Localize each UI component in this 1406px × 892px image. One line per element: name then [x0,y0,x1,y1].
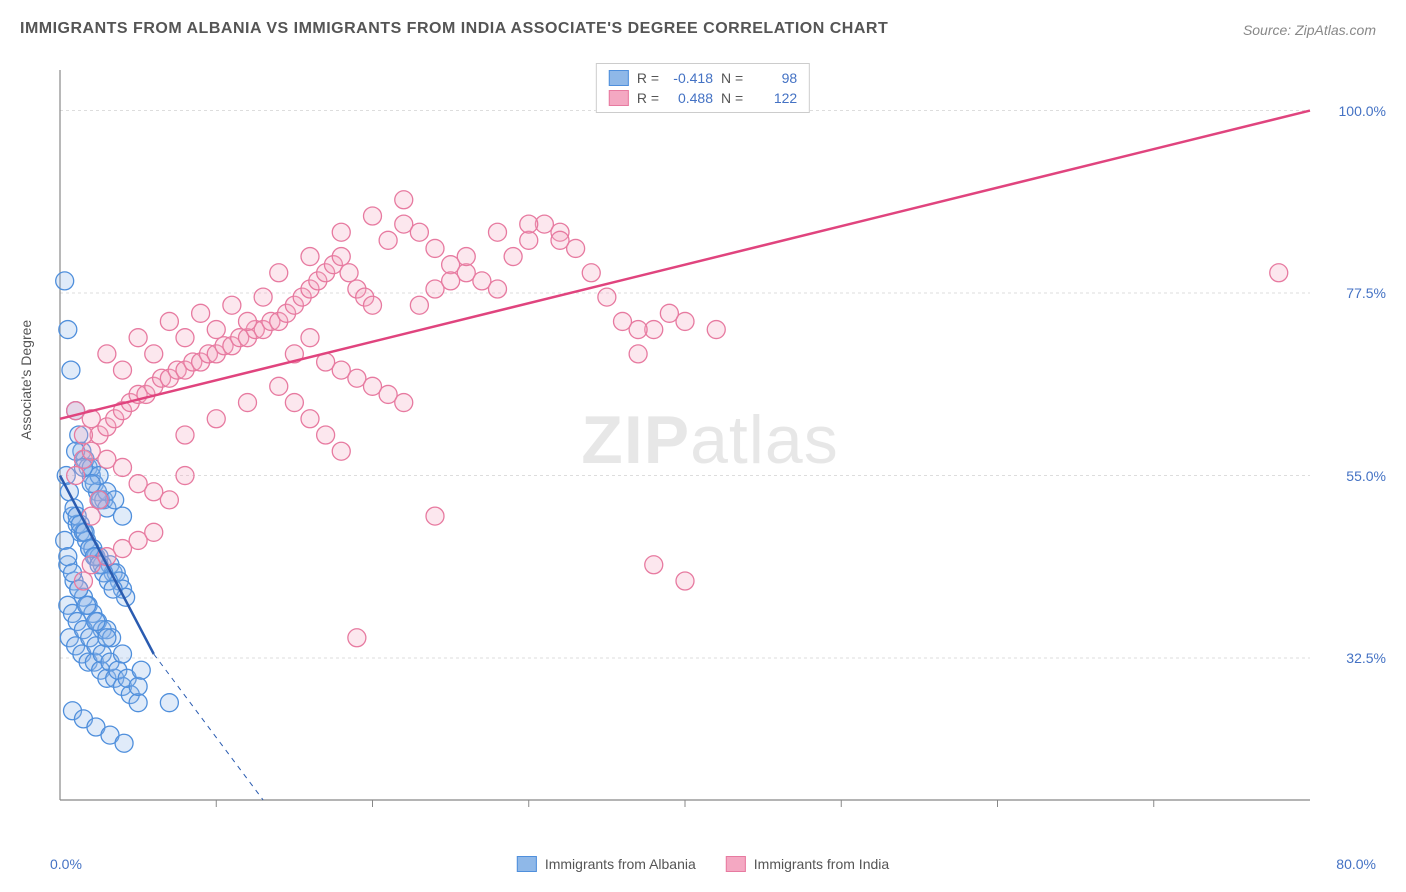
correlation-legend: R = -0.418 N = 98 R = 0.488 N = 122 [596,63,810,113]
n-label: N = [721,90,743,106]
y-tick-label: 32.5% [1346,650,1386,666]
n-label: N = [721,70,743,86]
y-tick-label: 55.0% [1346,468,1386,484]
legend-label-albania: Immigrants from Albania [545,856,696,872]
legend-item-albania: Immigrants from Albania [517,856,696,872]
n-value-india: 122 [751,90,797,106]
x-tick-max: 80.0% [1336,856,1376,872]
x-tick-min: 0.0% [50,856,82,872]
swatch-india [609,90,629,106]
r-value-india: 0.488 [667,90,713,106]
swatch-albania [517,856,537,872]
r-label: R = [637,90,659,106]
swatch-albania [609,70,629,86]
source-label: Source: ZipAtlas.com [1243,22,1376,38]
series-legend: Immigrants from Albania Immigrants from … [517,856,889,872]
r-value-albania: -0.418 [667,70,713,86]
chart-title: IMMIGRANTS FROM ALBANIA VS IMMIGRANTS FR… [20,20,888,38]
n-value-albania: 98 [751,70,797,86]
scatter-chart [50,60,1370,820]
chart-area: ZIPatlas [50,60,1370,820]
legend-row-albania: R = -0.418 N = 98 [609,68,797,88]
y-tick-label: 77.5% [1346,285,1386,301]
y-axis-label: Associate's Degree [18,320,34,440]
legend-item-india: Immigrants from India [726,856,889,872]
y-tick-label: 100.0% [1339,103,1386,119]
legend-label-india: Immigrants from India [754,856,889,872]
legend-row-india: R = 0.488 N = 122 [609,88,797,108]
swatch-india [726,856,746,872]
r-label: R = [637,70,659,86]
